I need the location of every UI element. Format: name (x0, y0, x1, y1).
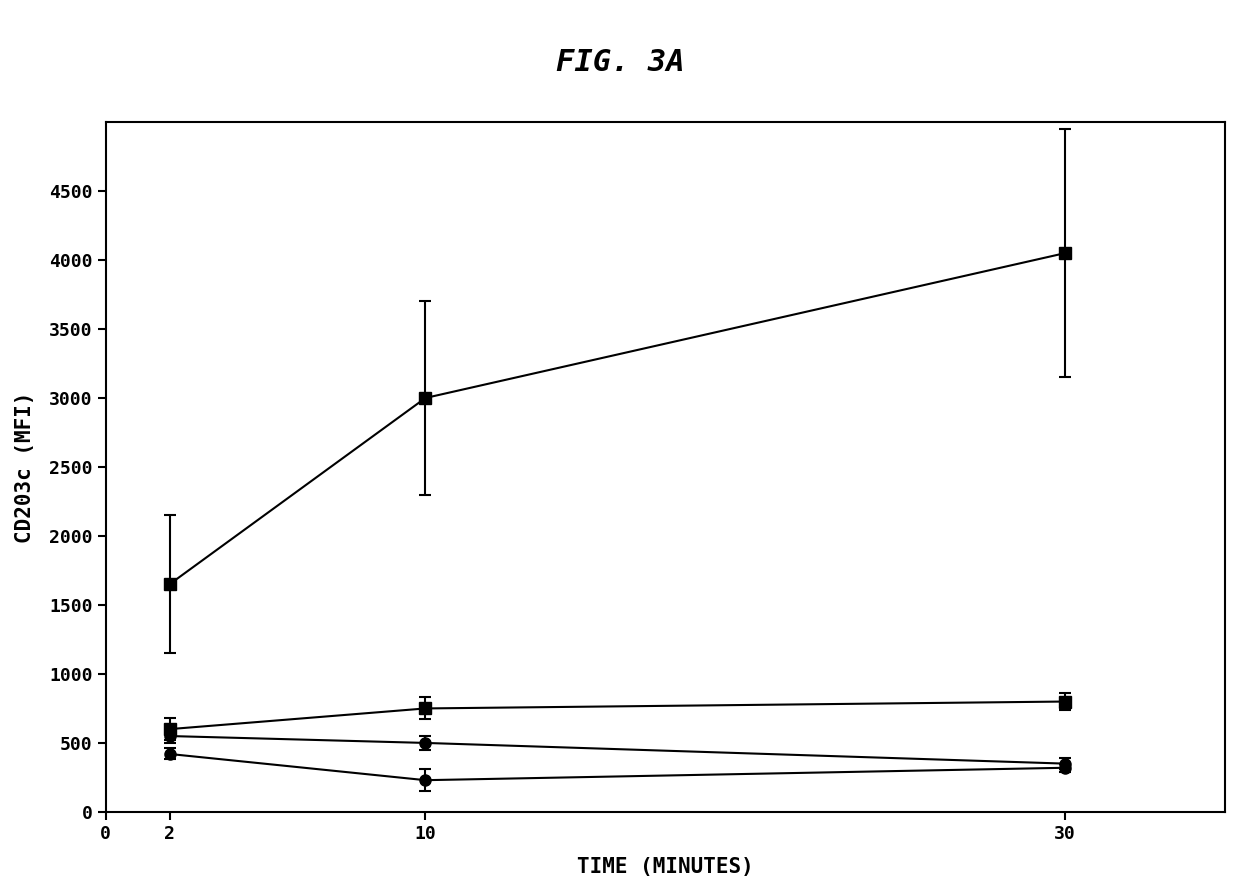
X-axis label: TIME (MINUTES): TIME (MINUTES) (577, 857, 754, 877)
Y-axis label: CD203c (MFI): CD203c (MFI) (15, 392, 35, 542)
Text: FIG. 3A: FIG. 3A (556, 48, 684, 77)
